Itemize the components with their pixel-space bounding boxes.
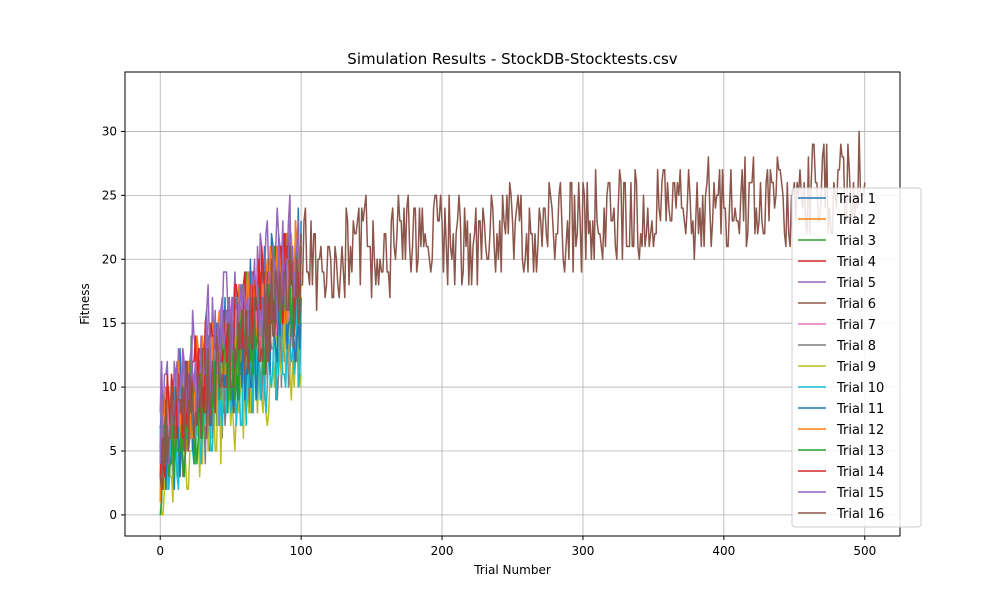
x-tick-label: 300	[572, 544, 595, 558]
legend-label: Trial 1	[836, 192, 876, 207]
y-tick-label: 10	[102, 380, 117, 394]
legend-label: Trial 8	[836, 339, 876, 354]
legend: Trial 1 Trial 2 Trial 3 Trial 4 Trial 5 Trial…	[791, 187, 922, 528]
legend-label: Trial 9	[836, 360, 876, 375]
y-tick-label: 15	[102, 316, 117, 330]
x-axis: 0 100 200 300 400 500	[156, 536, 876, 558]
legend-label: Trial 10	[836, 381, 884, 396]
x-tick-label: 500	[853, 544, 876, 558]
x-axis-label: Trial Number	[473, 563, 551, 577]
x-tick-label: 400	[712, 544, 735, 558]
chart-title: Simulation Results - StockDB-Stocktests.…	[347, 50, 678, 68]
x-tick-label: 100	[290, 544, 313, 558]
legend-label: Trial 7	[836, 318, 876, 333]
legend-label: Trial 13	[836, 444, 884, 459]
x-tick-label: 200	[431, 544, 454, 558]
legend-label: Trial 6	[836, 297, 876, 312]
legend-label: Trial 5	[836, 276, 876, 291]
legend-label: Trial 3	[836, 234, 876, 249]
legend-box	[791, 187, 922, 528]
series-layer	[159, 130, 866, 516]
legend-label: Trial 2	[836, 213, 876, 228]
y-tick-label: 20	[102, 252, 117, 266]
y-tick-label: 5	[109, 444, 117, 458]
legend-label: Trial 4	[836, 255, 876, 270]
legend-label: Trial 12	[836, 423, 884, 438]
legend-label: Trial 14	[836, 465, 884, 480]
x-tick-label: 0	[156, 544, 164, 558]
legend-label: Trial 11	[836, 402, 884, 417]
legend-label: Trial 15	[836, 486, 884, 501]
y-tick-label: 30	[102, 124, 117, 138]
y-tick-label: 25	[102, 188, 117, 202]
series-line-trial-16	[159, 233, 302, 491]
y-axis: 0 5 10 15 20 25 30	[102, 124, 125, 522]
y-tick-label: 0	[109, 508, 117, 522]
y-axis-label: Fitness	[78, 283, 92, 325]
legend-label: Trial 16	[836, 507, 884, 522]
